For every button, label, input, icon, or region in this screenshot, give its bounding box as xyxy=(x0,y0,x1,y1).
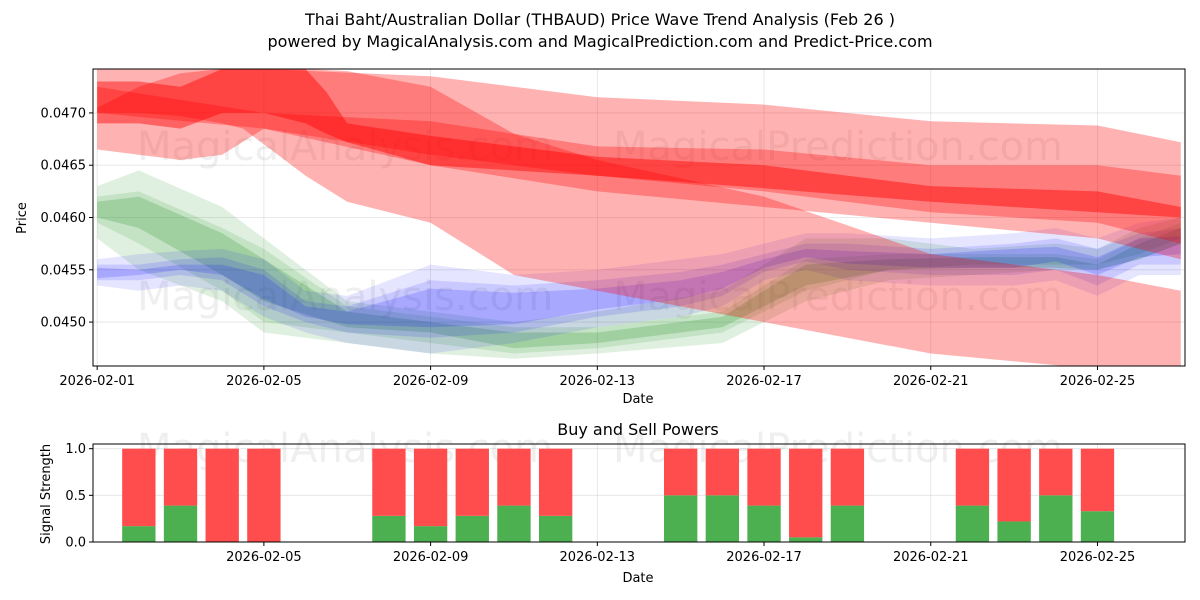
band-red-wide-1 xyxy=(97,69,1181,244)
buy-bar xyxy=(122,526,156,542)
main-grid xyxy=(93,69,1185,366)
buy-bar xyxy=(413,526,448,542)
main-x-ticks: 2026-02-01 2026-02-05 2026-02-09 2026-02-13… xyxy=(59,366,1135,389)
main-x-tick-label: 2026-02-17 xyxy=(726,374,802,389)
main-x-tick-label: 2026-02-09 xyxy=(393,374,469,389)
sell-bar xyxy=(747,448,781,506)
sell-bar xyxy=(1039,448,1073,496)
band-red-mid-2 xyxy=(97,69,1181,366)
main-x-tick-label: 2026-02-01 xyxy=(59,374,135,389)
band-blue-2 xyxy=(97,228,1181,338)
band-blue-1 xyxy=(97,217,1181,354)
main-y-tick-label: 0.0465 xyxy=(41,159,87,174)
sell-bar xyxy=(413,448,448,527)
watermark-main-4: MagicalPrediction.com xyxy=(613,274,1063,320)
bar-x-tick-label: 2026-02-21 xyxy=(893,550,969,565)
main-x-tick-label: 2026-02-05 xyxy=(226,374,302,389)
bar-x-ticks: 2026-02-05 2026-02-09 2026-02-13 2026-02-17… xyxy=(226,542,1135,565)
main-y-tick-label: 0.0470 xyxy=(41,106,87,121)
buy-bar xyxy=(455,515,489,542)
buy-bar xyxy=(1080,511,1115,542)
band-red-wide-3 xyxy=(97,86,1181,260)
bar-y-tick-label: 0.5 xyxy=(65,489,86,504)
sell-bar xyxy=(497,448,531,506)
bar-plot-frame xyxy=(92,443,1186,543)
price-bands xyxy=(97,69,1181,366)
buy-bar xyxy=(705,495,740,542)
watermark-main-1: MagicalAnalysis.com xyxy=(137,124,553,170)
main-x-tick-label: 2026-02-13 xyxy=(560,374,636,389)
buy-bar xyxy=(538,515,573,542)
chart-title-line1: Thai Baht/Australian Dollar (THBAUD) Pri… xyxy=(304,10,895,29)
bar-x-axis-label: Date xyxy=(622,571,653,586)
band-red-core xyxy=(97,69,1181,218)
main-y-tick-label: 0.0455 xyxy=(41,263,87,278)
band-blue-3 xyxy=(97,236,1181,328)
bar-y-ticks: 0.0 0.5 1.0 xyxy=(65,442,93,551)
bar-y-axis-label: Signal Strength xyxy=(39,444,54,544)
buy-sell-bars xyxy=(122,448,1115,542)
buy-bar xyxy=(163,505,198,542)
bar-x-tick-label: 2026-02-13 xyxy=(560,550,636,565)
main-y-tick-label: 0.0450 xyxy=(41,316,87,331)
buy-bar xyxy=(955,505,990,542)
buy-bar xyxy=(372,515,406,542)
buy-bar xyxy=(830,505,865,542)
price-wave-plot: MagicalAnalysis.com MagicalPrediction.co… xyxy=(15,68,1186,407)
sell-bar xyxy=(122,448,156,527)
watermark-bar-1: MagicalAnalysis.com xyxy=(137,426,553,472)
sell-bar xyxy=(705,448,740,496)
buy-bar xyxy=(747,505,781,542)
buy-bar xyxy=(997,521,1031,542)
bar-y-tick-label: 0.0 xyxy=(65,536,86,551)
sell-bar xyxy=(247,448,281,542)
main-y-ticks: 0.0450 0.0455 0.0460 0.0465 0.0470 xyxy=(41,106,93,331)
watermark-main-3: MagicalAnalysis.com xyxy=(137,274,553,320)
main-x-axis-label: Date xyxy=(622,392,653,407)
main-x-tick-label: 2026-02-21 xyxy=(893,374,969,389)
sell-bar xyxy=(664,448,698,496)
sell-bar xyxy=(830,448,865,506)
buy-sell-plot: Buy and Sell Powers MagicalAnalysis.com … xyxy=(39,420,1186,586)
sell-bar xyxy=(372,448,406,516)
main-y-tick-label: 0.0460 xyxy=(41,211,87,226)
sell-bar xyxy=(455,448,489,516)
main-y-axis-label: Price xyxy=(15,202,30,234)
band-green-1 xyxy=(97,170,1181,359)
sell-bar xyxy=(1080,448,1115,512)
buy-bar xyxy=(497,505,531,542)
buy-bar xyxy=(1039,495,1073,542)
bar-x-tick-label: 2026-02-25 xyxy=(1060,550,1136,565)
bar-y-tick-label: 1.0 xyxy=(65,442,86,457)
chart-title-line2: powered by MagicalAnalysis.com and Magic… xyxy=(267,32,932,51)
watermark-main-2: MagicalPrediction.com xyxy=(613,124,1063,170)
sell-bar xyxy=(538,448,573,516)
sell-bar xyxy=(789,448,823,538)
sell-bar xyxy=(163,448,198,506)
buy-bar xyxy=(789,537,823,542)
bar-chart-title: Buy and Sell Powers xyxy=(557,420,719,439)
bar-x-tick-label: 2026-02-05 xyxy=(226,550,302,565)
sell-bar xyxy=(205,448,239,542)
sell-bar xyxy=(955,448,990,506)
bar-x-tick-label: 2026-02-09 xyxy=(393,550,469,565)
sell-bar xyxy=(997,448,1031,522)
buy-bar xyxy=(664,495,698,542)
band-green-2 xyxy=(97,191,1181,354)
bar-x-tick-label: 2026-02-17 xyxy=(726,550,802,565)
main-x-tick-label: 2026-02-25 xyxy=(1060,374,1136,389)
